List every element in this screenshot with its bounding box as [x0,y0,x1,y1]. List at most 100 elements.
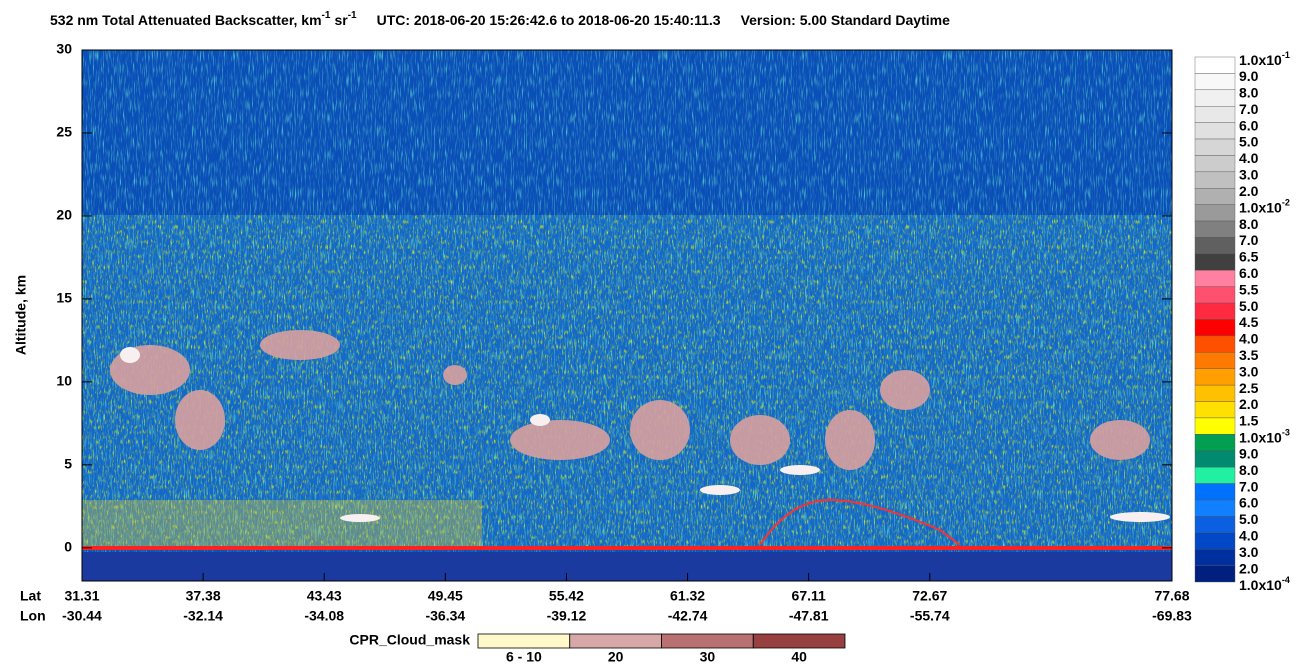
colorbar-label-mantissa: 1.0x10 [1239,429,1282,445]
colorbar-swatch [1194,516,1236,533]
colorbar-label: 1.5 [1239,413,1259,429]
colorbar-label: 3.5 [1239,347,1259,363]
colorbar-swatch [1194,220,1236,238]
colorbar-swatch [1194,565,1236,583]
colorbar-swatch [1194,450,1236,468]
y-tick-label: 0 [64,539,72,555]
colorbar-label: 3.0 [1239,363,1259,379]
y-tick-label: 10 [56,373,72,389]
colorbar-swatch [1194,384,1236,402]
colorbar-label: 7.0 [1239,232,1259,248]
colorbar-label: 4.0 [1239,331,1259,347]
colorbar-swatch [1194,122,1236,140]
colorbar-swatch [1194,319,1236,337]
colorbar-label: 1.0x10-2 [1239,198,1290,215]
colorbar-label: 6.0 [1239,495,1259,511]
cpr-legend-bin-label: 6 - 10 [506,649,542,665]
lat-tick-label: 72.67 [912,588,947,604]
lon-tick-label: -47.81 [789,608,829,624]
colorbar-label: 9.0 [1239,68,1259,84]
colorbar-swatch [1194,188,1236,205]
colorbar-swatch [1194,155,1236,173]
colorbar-label: 8.0 [1239,216,1259,232]
lon-tick-label: -32.14 [183,608,223,624]
colorbar-swatch [1194,434,1236,451]
colorbar-label: 7.0 [1239,478,1259,494]
colorbar-swatch [1194,483,1236,501]
lon-row-label: Lon [20,608,46,624]
colorbar-swatch [1194,237,1236,255]
cpr-legend-swatch [661,633,754,649]
cpr-legend-bin-label: 20 [608,649,624,665]
colorbar-label-exponent: -3 [1282,428,1290,438]
colorbar-label: 1.0x10-1 [1239,50,1290,67]
colorbar-swatch [1194,532,1236,550]
colorbar-label: 4.5 [1239,314,1259,330]
lon-tick-label: -55.74 [910,608,950,624]
colorbar-label: 2.0 [1239,560,1259,576]
colorbar-label-mantissa: 1.0x10 [1239,199,1282,215]
colorbar-swatch [1194,466,1236,484]
colorbar-swatch [1194,302,1236,320]
colorbar-label: 9.0 [1239,445,1259,461]
colorbar-swatch [1194,548,1236,566]
backscatter-field [82,50,1172,581]
colorbar-swatch [1194,89,1236,107]
lat-row-label: Lat [20,588,41,604]
colorbar-label: 2.0 [1239,396,1259,412]
colorbar-swatch [1194,204,1236,222]
colorbar-label-exponent: -4 [1282,575,1290,585]
colorbar-label: 3.0 [1239,167,1259,183]
y-tick-label: 15 [56,290,72,306]
chart-title: 532 nm Total Attenuated Backscatter, km-… [50,10,950,28]
colorbar-label: 6.0 [1239,265,1259,281]
cpr-legend-bin-label: 30 [700,649,716,665]
cpr-legend-swatch [477,633,571,649]
colorbar-label: 5.5 [1239,281,1259,297]
colorbar-label: 5.0 [1239,134,1259,150]
colorbar-label: 6.5 [1239,249,1259,265]
lon-tick-label: -34.08 [304,608,344,624]
plot-frame [81,49,1173,582]
colorbar-swatch [1194,352,1236,369]
colorbar-label: 4.0 [1239,527,1259,543]
colorbar-label: 1.0x10-3 [1239,428,1290,445]
lat-tick-label: 31.31 [64,588,99,604]
colorbar-swatch [1194,73,1236,91]
colorbar-label: 2.0 [1239,183,1259,199]
colorbar-swatch [1194,335,1236,353]
colorbar-label: 3.0 [1239,544,1259,560]
colorbar-label-exponent: -2 [1282,198,1290,208]
colorbar-label: 7.0 [1239,101,1259,117]
colorbar-swatch [1194,286,1236,304]
colorbar-swatch [1194,499,1236,517]
colorbar-swatch [1194,138,1236,156]
colorbar-label: 2.5 [1239,380,1259,396]
colorbar-label: 8.0 [1239,85,1259,101]
colorbar-label: 5.0 [1239,511,1259,527]
y-tick-label: 30 [56,41,72,57]
colorbar-label: 1.0x10-4 [1239,575,1290,592]
lon-tick-label: -42.74 [668,608,708,624]
cpr-legend-label: CPR_Cloud_mask [349,632,470,648]
lon-tick-label: -36.34 [425,608,465,624]
colorbar-label: 5.0 [1239,298,1259,314]
colorbar-swatch [1194,401,1236,419]
colorbar-label-mantissa: 1.0x10 [1239,577,1282,593]
lon-tick-label: -39.12 [547,608,587,624]
y-axis-label: Altitude, km [13,275,29,355]
lat-tick-label: 77.68 [1154,588,1189,604]
y-tick-label: 5 [64,456,72,472]
colorbar-swatch [1194,171,1236,189]
colorbar-label: 8.0 [1239,462,1259,478]
lat-tick-label: 61.32 [670,588,705,604]
lat-tick-label: 55.42 [549,588,584,604]
y-tick-label: 20 [56,207,72,223]
colorbar-swatch [1194,417,1236,435]
colorbar-swatch [1194,106,1236,123]
colorbar-swatch [1194,270,1236,287]
cpr-legend-bin-label: 40 [791,649,807,665]
colorbar-label-exponent: -1 [1282,50,1290,60]
colorbar-label: 6.0 [1239,117,1259,133]
